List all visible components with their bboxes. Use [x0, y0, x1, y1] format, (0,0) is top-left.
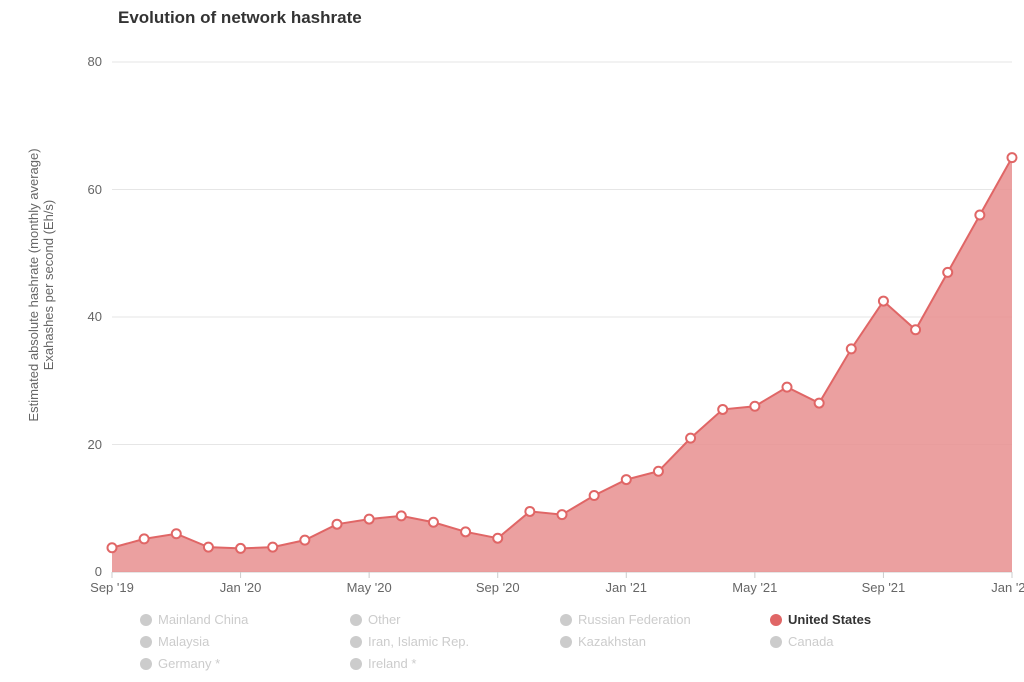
series-marker[interactable]	[236, 544, 245, 553]
legend-dot-icon	[350, 658, 362, 670]
y-tick-label: 20	[62, 437, 102, 452]
series-marker[interactable]	[108, 543, 117, 552]
y-tick-label: 40	[62, 309, 102, 324]
legend-label: Mainland China	[158, 612, 248, 627]
legend-dot-icon	[560, 636, 572, 648]
y-tick-label: 0	[62, 564, 102, 579]
legend-item[interactable]: Malaysia	[140, 634, 209, 649]
series-marker[interactable]	[461, 527, 470, 536]
y-axis-label-line2: Exahashes per second (Eh/s)	[41, 70, 56, 500]
legend-label: Ireland *	[368, 656, 416, 671]
series-marker[interactable]	[300, 536, 309, 545]
series-marker[interactable]	[590, 491, 599, 500]
legend-label: Other	[368, 612, 401, 627]
series-marker[interactable]	[654, 467, 663, 476]
x-tick-label: Sep '21	[862, 580, 906, 595]
series-marker[interactable]	[815, 399, 824, 408]
series-marker[interactable]	[172, 529, 181, 538]
legend-item[interactable]: Iran, Islamic Rep.	[350, 634, 469, 649]
legend-dot-icon	[350, 636, 362, 648]
series-marker[interactable]	[397, 511, 406, 520]
series-marker[interactable]	[975, 211, 984, 220]
series-marker[interactable]	[204, 543, 213, 552]
series-marker[interactable]	[718, 405, 727, 414]
series-marker[interactable]	[622, 475, 631, 484]
series-marker[interactable]	[750, 402, 759, 411]
x-tick-label: May '20	[347, 580, 392, 595]
legend-item[interactable]: Kazakhstan	[560, 634, 646, 649]
series-marker[interactable]	[847, 344, 856, 353]
plot-area[interactable]	[112, 62, 1012, 572]
x-tick-label: Sep '20	[476, 580, 520, 595]
legend-item[interactable]: Other	[350, 612, 401, 627]
series-marker[interactable]	[525, 507, 534, 516]
x-tick-label: Jan '21	[606, 580, 648, 595]
legend-dot-icon	[140, 636, 152, 648]
legend-label: United States	[788, 612, 871, 627]
legend-label: Malaysia	[158, 634, 209, 649]
legend-item[interactable]: United States	[770, 612, 871, 627]
legend-item[interactable]: Canada	[770, 634, 834, 649]
legend-label: Iran, Islamic Rep.	[368, 634, 469, 649]
series-marker[interactable]	[1008, 153, 1017, 162]
series-marker[interactable]	[558, 510, 567, 519]
legend-item[interactable]: Russian Federation	[560, 612, 691, 627]
series-marker[interactable]	[943, 268, 952, 277]
legend-item[interactable]: Germany *	[140, 656, 220, 671]
legend-item[interactable]: Mainland China	[140, 612, 248, 627]
series-marker[interactable]	[493, 534, 502, 543]
x-tick-label: Jan '20	[220, 580, 262, 595]
x-tick-label: May '21	[732, 580, 777, 595]
legend-dot-icon	[140, 614, 152, 626]
x-tick-label: Jan '22	[991, 580, 1024, 595]
series-marker[interactable]	[879, 297, 888, 306]
series-marker[interactable]	[365, 515, 374, 524]
series-marker[interactable]	[686, 434, 695, 443]
legend-label: Germany *	[158, 656, 220, 671]
series-marker[interactable]	[333, 520, 342, 529]
legend-dot-icon	[770, 636, 782, 648]
legend-item[interactable]: Ireland *	[350, 656, 416, 671]
hashrate-chart: Evolution of network hashrate Estimated …	[0, 0, 1024, 682]
legend-dot-icon	[560, 614, 572, 626]
legend-label: Russian Federation	[578, 612, 691, 627]
series-marker[interactable]	[429, 518, 438, 527]
series-marker[interactable]	[911, 325, 920, 334]
legend-dot-icon	[770, 614, 782, 626]
legend-label: Kazakhstan	[578, 634, 646, 649]
series-marker[interactable]	[268, 543, 277, 552]
chart-title: Evolution of network hashrate	[118, 8, 362, 28]
y-axis-label: Estimated absolute hashrate (monthly ave…	[26, 70, 56, 500]
legend-label: Canada	[788, 634, 834, 649]
legend-dot-icon	[140, 658, 152, 670]
y-tick-label: 80	[62, 54, 102, 69]
series-marker[interactable]	[140, 534, 149, 543]
series-marker[interactable]	[783, 383, 792, 392]
y-axis-label-line1: Estimated absolute hashrate (monthly ave…	[26, 70, 41, 500]
x-tick-label: Sep '19	[90, 580, 134, 595]
y-tick-label: 60	[62, 182, 102, 197]
legend-dot-icon	[350, 614, 362, 626]
